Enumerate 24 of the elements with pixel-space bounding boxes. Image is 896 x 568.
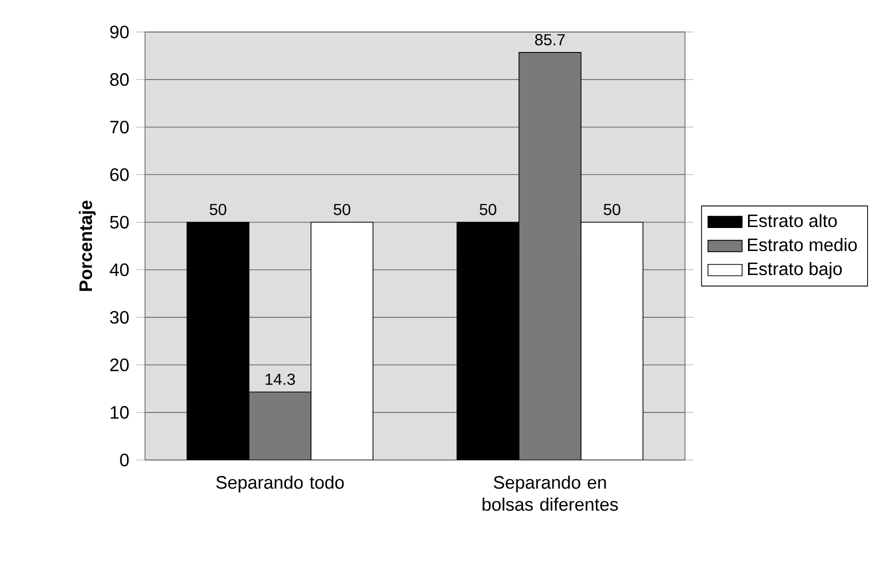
legend-label: Estrato bajo — [748, 262, 842, 279]
data-label: 50 — [604, 204, 620, 216]
legend-label: Estrato alto — [748, 214, 837, 228]
data-label: 50 — [480, 204, 496, 216]
y-tick-label: 90 — [110, 26, 129, 38]
data-label: 50 — [334, 204, 350, 216]
data-label: 14.3 — [266, 374, 295, 385]
bar — [248, 392, 312, 460]
data-label: 50 — [210, 204, 226, 216]
y-tick-label: 60 — [110, 168, 129, 182]
x-tick-label: Separando todo — [216, 476, 344, 492]
y-axis-title: Porcentaje — [78, 200, 96, 291]
y-tick-label: 40 — [110, 263, 129, 276]
y-tick-label: 50 — [110, 216, 129, 229]
y-tick-label: 10 — [110, 406, 129, 419]
x-tick-label: Separando en bolsas diferentes — [482, 476, 618, 511]
data-label: 85.7 — [535, 34, 565, 46]
y-tick-label: 0 — [120, 454, 129, 466]
y-tick-label: 70 — [110, 120, 129, 134]
bar — [518, 52, 582, 460]
y-tick-label: 30 — [110, 310, 129, 324]
y-tick-label: 20 — [110, 358, 129, 372]
y-tick-label: 80 — [110, 73, 129, 86]
legend-label: Estrato medio — [748, 238, 857, 252]
